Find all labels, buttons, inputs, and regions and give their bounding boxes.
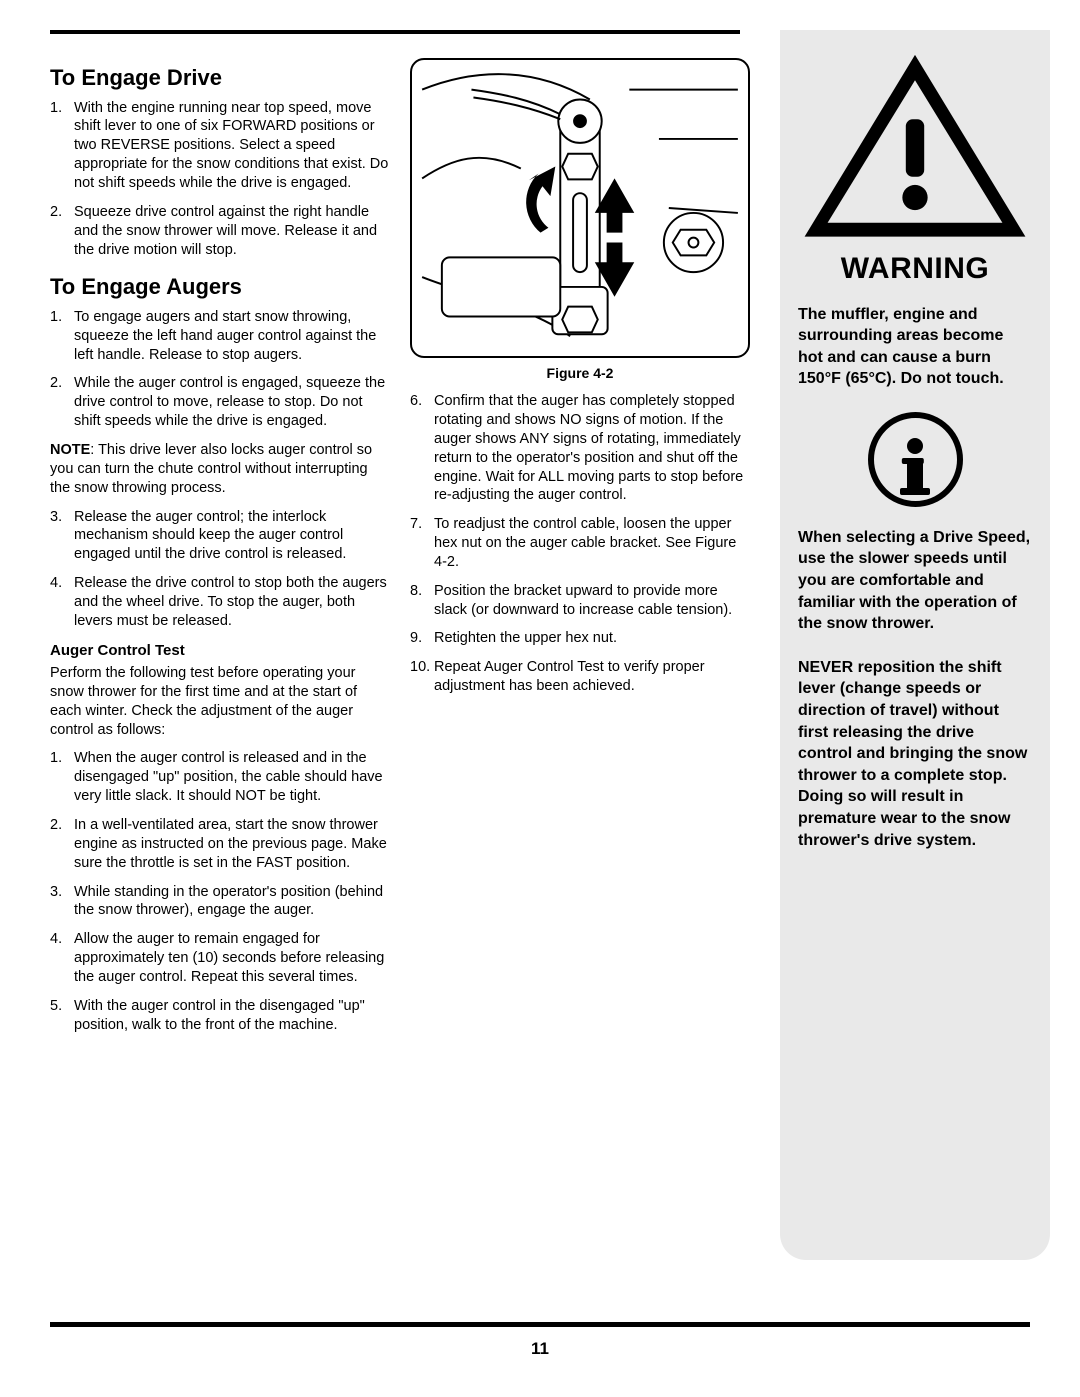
auger-list-b: 3.Release the auger control; the interlo…	[50, 508, 390, 631]
list-item: 5.With the auger control in the disengag…	[50, 997, 390, 1035]
list-item: 4.Release the drive control to stop both…	[50, 574, 390, 631]
list-item: 3.While standing in the operator's posit…	[50, 883, 390, 921]
test-intro: Perform the following test before operat…	[50, 664, 390, 739]
auger-list-a: 1.To engage augers and start snow throwi…	[50, 308, 390, 431]
list-text: To engage augers and start snow throwing…	[74, 309, 376, 363]
warning-title: WARNING	[798, 252, 1032, 286]
figure-caption: Figure 4-2	[410, 364, 750, 382]
test-list-b: 6.Confirm that the auger has completely …	[410, 392, 750, 696]
list-item: 10.Repeat Auger Control Test to verify p…	[410, 658, 750, 696]
list-text: While the auger control is engaged, sque…	[74, 375, 385, 429]
list-item: 2.In a well-ventilated area, start the s…	[50, 816, 390, 873]
top-rule	[50, 30, 740, 34]
list-text: Release the auger control; the interlock…	[74, 509, 346, 563]
warning-triangle-icon	[800, 48, 1030, 244]
list-text: With the auger control in the disengaged…	[74, 998, 365, 1033]
list-text: To readjust the control cable, loosen th…	[434, 516, 736, 570]
heading-engage-drive: To Engage Drive	[50, 64, 390, 93]
figure-svg	[412, 60, 748, 356]
warning-para-1: The muffler, engine and surrounding area…	[798, 304, 1032, 390]
list-text: Allow the auger to remain engaged for ap…	[74, 931, 384, 985]
list-text: Squeeze drive control against the right …	[74, 204, 377, 258]
info-icon	[868, 412, 963, 507]
bottom-rule	[50, 1322, 1030, 1327]
list-text: With the engine running near top speed, …	[74, 100, 388, 191]
warning-para-3: NEVER reposition the shift lever (change…	[798, 657, 1032, 851]
heading-engage-augers: To Engage Augers	[50, 273, 390, 302]
warning-sidebar: WARNING The muffler, engine and surround…	[780, 30, 1050, 1260]
list-text: Retighten the upper hex nut.	[434, 630, 617, 646]
warning-para-2: When selecting a Drive Speed, use the sl…	[798, 527, 1032, 635]
list-item: 4.Allow the auger to remain engaged for …	[50, 930, 390, 987]
page-number: 11	[0, 1339, 1080, 1359]
subheading-auger-test: Auger Control Test	[50, 641, 390, 661]
note-paragraph: NOTE: This drive lever also locks auger …	[50, 441, 390, 498]
list-item: 7.To readjust the control cable, loosen …	[410, 515, 750, 572]
list-item: 2.Squeeze drive control against the righ…	[50, 203, 390, 260]
list-text: Repeat Auger Control Test to verify prop…	[434, 659, 705, 694]
list-item: 1.When the auger control is released and…	[50, 749, 390, 806]
page: To Engage Drive 1.With the engine runnin…	[0, 0, 1080, 1397]
right-column: Figure 4-2 6.Confirm that the auger has …	[410, 50, 750, 1044]
note-text: : This drive lever also locks auger cont…	[50, 442, 372, 496]
list-item: 1.With the engine running near top speed…	[50, 99, 390, 193]
list-text: When the auger control is released and i…	[74, 750, 383, 804]
list-item: 2.While the auger control is engaged, sq…	[50, 374, 390, 431]
list-item: 1.To engage augers and start snow throwi…	[50, 308, 390, 365]
left-column: To Engage Drive 1.With the engine runnin…	[50, 50, 390, 1044]
list-item: 6.Confirm that the auger has completely …	[410, 392, 750, 505]
list-text: Confirm that the auger has completely st…	[434, 393, 743, 503]
test-list-a: 1.When the auger control is released and…	[50, 749, 390, 1034]
main-content: To Engage Drive 1.With the engine runnin…	[50, 50, 750, 1044]
list-text: Release the drive control to stop both t…	[74, 575, 387, 629]
list-text: While standing in the operator's positio…	[74, 884, 383, 919]
list-item: 8.Position the bracket upward to provide…	[410, 582, 750, 620]
list-text: In a well-ventilated area, start the sno…	[74, 817, 387, 871]
note-label: NOTE	[50, 442, 90, 458]
list-item: 9.Retighten the upper hex nut.	[410, 629, 750, 648]
figure-4-2	[410, 58, 750, 358]
drive-list: 1.With the engine running near top speed…	[50, 99, 390, 260]
list-text: Position the bracket upward to provide m…	[434, 583, 732, 618]
list-item: 3.Release the auger control; the interlo…	[50, 508, 390, 565]
